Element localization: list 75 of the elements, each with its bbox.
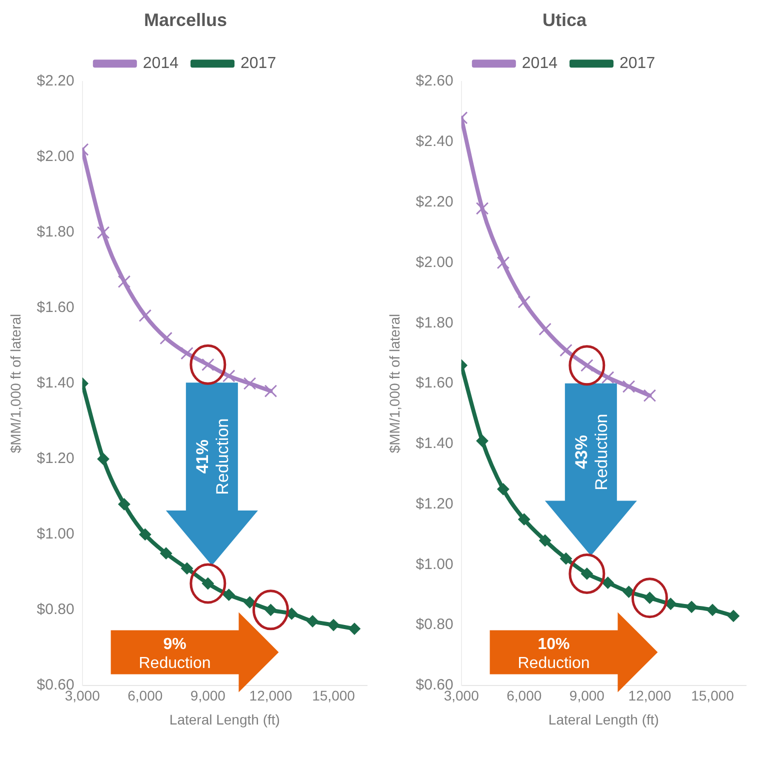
x-axis-title: Lateral Length (ft) bbox=[548, 711, 659, 728]
legend-label: 2017 bbox=[240, 55, 276, 72]
point bbox=[622, 586, 635, 598]
point bbox=[160, 332, 172, 345]
point bbox=[601, 371, 614, 384]
point bbox=[264, 384, 278, 398]
x-tick-label: 6,000 bbox=[128, 688, 163, 704]
point bbox=[222, 370, 236, 382]
chart-title: Marcellus bbox=[144, 10, 228, 30]
point bbox=[244, 596, 256, 608]
y-tick-label: $1.60 bbox=[36, 299, 74, 316]
point bbox=[96, 226, 110, 239]
point bbox=[496, 256, 510, 270]
y-tick-label: $1.80 bbox=[416, 314, 454, 332]
y-tick-label: $2.00 bbox=[36, 148, 74, 166]
x-tick-label: 9,000 bbox=[190, 688, 226, 704]
x-tick-label: 6,000 bbox=[506, 688, 542, 704]
point bbox=[602, 576, 614, 589]
point bbox=[476, 202, 489, 215]
point bbox=[160, 547, 172, 560]
annotation: 41% Reduction bbox=[192, 418, 232, 495]
annotation: 43% Reduction bbox=[572, 414, 611, 490]
chart-title: Utica bbox=[542, 10, 588, 30]
y-tick-label: $1.40 bbox=[36, 374, 74, 392]
point bbox=[686, 600, 698, 613]
y-axis-title: $MM/1,000 ft of lateral bbox=[7, 314, 24, 454]
point bbox=[538, 322, 552, 336]
y-tick-label: $1.00 bbox=[36, 526, 74, 543]
legend-label: 2017 bbox=[620, 55, 656, 72]
x-tick-label: 15,000 bbox=[312, 688, 356, 704]
y-tick-label: $1.00 bbox=[416, 556, 454, 573]
point bbox=[222, 588, 235, 601]
point bbox=[518, 513, 530, 526]
y-axis-title: $MM/1,000 ft of lateral bbox=[386, 314, 402, 454]
y-tick-label: $0.80 bbox=[36, 601, 74, 618]
y-tick-label: $1.20 bbox=[416, 495, 454, 512]
point bbox=[180, 562, 193, 574]
point bbox=[727, 610, 740, 622]
legend-label: 2014 bbox=[522, 55, 558, 72]
point bbox=[539, 534, 552, 546]
y-tick-label: $1.20 bbox=[36, 450, 74, 468]
point bbox=[622, 380, 636, 393]
point bbox=[306, 615, 319, 628]
point bbox=[348, 622, 360, 635]
y-tick-label: $1.40 bbox=[416, 435, 454, 452]
point bbox=[118, 498, 130, 510]
point bbox=[243, 377, 256, 390]
x-axis-title: Lateral Length (ft) bbox=[169, 711, 280, 728]
point bbox=[97, 452, 110, 465]
point bbox=[560, 344, 572, 357]
y-tick-label: $2.20 bbox=[36, 72, 74, 90]
y-tick-label: $1.80 bbox=[36, 224, 74, 241]
y-tick-label: $1.60 bbox=[416, 374, 454, 392]
legend-label: 2014 bbox=[142, 55, 179, 72]
point bbox=[138, 309, 152, 322]
point bbox=[328, 619, 340, 632]
y-tick-label: $2.00 bbox=[416, 254, 454, 271]
y-tick-label: $2.60 bbox=[416, 72, 454, 90]
y-tick-label: $2.40 bbox=[416, 133, 454, 150]
point bbox=[706, 604, 719, 616]
x-tick-label: 12,000 bbox=[249, 688, 292, 704]
x-tick-label: 12,000 bbox=[628, 688, 672, 704]
x-tick-label: 15,000 bbox=[691, 688, 734, 704]
point bbox=[497, 483, 510, 496]
point bbox=[518, 296, 531, 308]
x-tick-label: 9,000 bbox=[569, 688, 605, 704]
annotation: 9% Reduction bbox=[138, 636, 211, 672]
point bbox=[476, 434, 488, 447]
point bbox=[118, 275, 131, 288]
annotation: 10% Reduction bbox=[518, 636, 590, 672]
point bbox=[139, 528, 152, 540]
y-tick-label: $0.80 bbox=[416, 616, 454, 634]
point bbox=[643, 389, 656, 402]
y-tick-label: $2.20 bbox=[416, 194, 454, 210]
point bbox=[560, 552, 572, 565]
